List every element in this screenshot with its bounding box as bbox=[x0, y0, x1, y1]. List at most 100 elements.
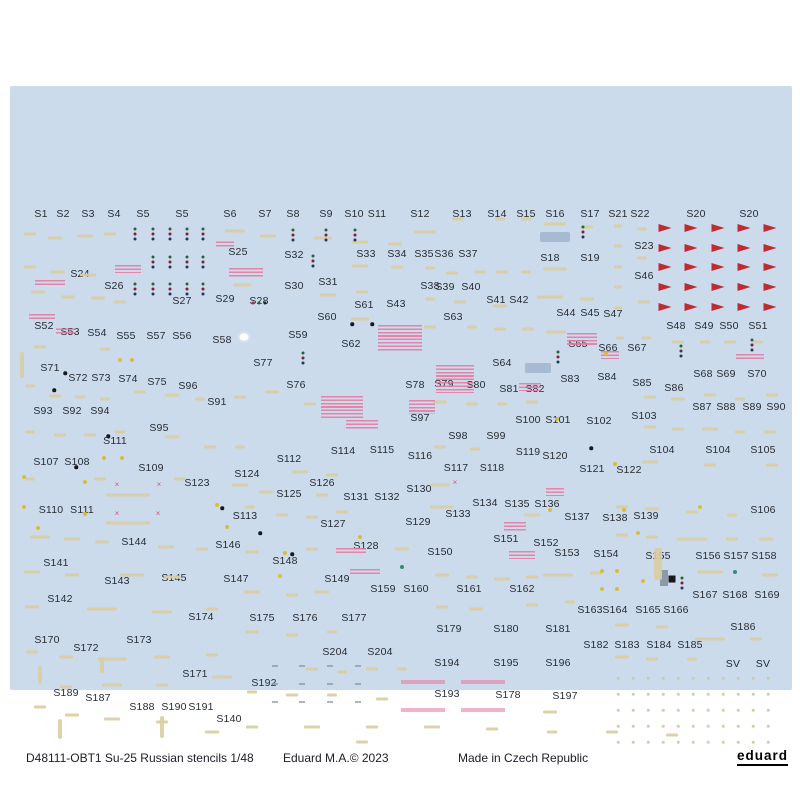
stencil-label: S91 bbox=[207, 396, 227, 408]
stencil-label: S174 bbox=[188, 611, 214, 623]
tan-stencil-mark bbox=[65, 713, 79, 717]
stencil-label: S104 bbox=[649, 444, 675, 456]
tan-stencil-mark bbox=[615, 623, 629, 627]
tan-stencil-mark bbox=[687, 657, 697, 661]
stencil-label: S7 bbox=[258, 208, 272, 220]
tan-stencil-mark bbox=[759, 537, 773, 541]
stencil-label: S62 bbox=[341, 338, 361, 350]
stencil-label: S46 bbox=[634, 270, 654, 282]
yellow-dot-decal bbox=[225, 525, 229, 529]
stencil-label: S23 bbox=[634, 240, 654, 252]
micro-dot-decal bbox=[661, 692, 665, 696]
red-arrow-decal bbox=[684, 283, 698, 292]
tan-stencil-mark bbox=[493, 304, 507, 308]
micro-dot-decal bbox=[766, 676, 770, 680]
tan-stencil-mark bbox=[521, 270, 531, 274]
stencil-label: S129 bbox=[405, 516, 431, 528]
stencil-label: S149 bbox=[324, 573, 350, 585]
stencil-label: S184 bbox=[646, 639, 672, 651]
micro-dot-decal bbox=[706, 692, 710, 696]
stencil-label: S56 bbox=[172, 330, 192, 342]
micro-dot-decal bbox=[646, 676, 650, 680]
tan-stencil-mark bbox=[165, 435, 179, 439]
stencil-label: S89 bbox=[742, 401, 762, 413]
stencil-label: S192 bbox=[251, 677, 277, 689]
tan-stencil-mark bbox=[206, 653, 218, 657]
micro-dot-decal bbox=[646, 708, 650, 712]
yellow-dot-decal bbox=[102, 456, 106, 460]
tan-stencil-mark bbox=[87, 607, 117, 611]
red-arrow-decal bbox=[658, 283, 672, 292]
micro-dot-decal bbox=[661, 724, 665, 728]
tan-stencil-mark bbox=[259, 490, 273, 494]
stencil-label: S6 bbox=[223, 208, 237, 220]
pink-stencil-line bbox=[401, 708, 445, 712]
stencil-label: S171 bbox=[182, 668, 208, 680]
yellow-dot-decal bbox=[130, 358, 134, 362]
tan-stencil-mark bbox=[34, 345, 46, 349]
stencil-label: S45 bbox=[580, 307, 600, 319]
gray-dash-mark bbox=[272, 665, 278, 667]
micro-dot-decal bbox=[766, 724, 770, 728]
dot-column-decal bbox=[201, 282, 205, 296]
tan-stencil-mark bbox=[232, 483, 248, 487]
tan-stencil-mark bbox=[212, 675, 232, 679]
stencil-label: S17 bbox=[580, 208, 600, 220]
stencil-label: S151 bbox=[493, 533, 519, 545]
yellow-dot-decal bbox=[613, 462, 617, 466]
stencil-label: S27 bbox=[172, 295, 192, 307]
tan-stencil-mark bbox=[195, 397, 205, 401]
red-arrow-decal bbox=[737, 302, 751, 311]
stencil-label: S177 bbox=[341, 612, 367, 624]
tan-stencil-mark bbox=[646, 535, 658, 539]
stencil-label: S35 bbox=[414, 248, 434, 260]
stencil-label: S54 bbox=[87, 327, 107, 339]
micro-dot-decal bbox=[766, 692, 770, 696]
gray-dash-mark bbox=[355, 665, 361, 667]
red-arrow-decal bbox=[711, 263, 725, 272]
tan-stencil-mark bbox=[547, 730, 557, 734]
stencil-label: S69 bbox=[716, 368, 736, 380]
tan-stencil-mark bbox=[495, 217, 505, 221]
stencil-label: S37 bbox=[458, 248, 478, 260]
tan-stencil-mark bbox=[614, 306, 622, 310]
stencil-label: S173 bbox=[126, 634, 152, 646]
tan-stencil-mark bbox=[646, 657, 658, 661]
tan-stencil-mark bbox=[727, 513, 737, 517]
stencil-label: S187 bbox=[85, 692, 111, 704]
tan-stencil-mark bbox=[156, 683, 168, 687]
dot-column-decal bbox=[185, 282, 189, 296]
micro-dot-decal bbox=[676, 724, 680, 728]
stencil-label: S44 bbox=[556, 307, 576, 319]
pink-stencil-text-block bbox=[519, 383, 541, 391]
pink-stencil-text-block bbox=[346, 420, 378, 430]
black-dot-decal bbox=[370, 322, 374, 326]
stencil-label: S146 bbox=[215, 539, 241, 551]
tan-stencil-mark bbox=[60, 685, 72, 689]
tan-stencil-mark bbox=[34, 705, 46, 709]
stencil-label: S8 bbox=[286, 208, 300, 220]
tan-stencil-mark bbox=[580, 297, 594, 301]
micro-dot-decal bbox=[631, 692, 635, 696]
stencil-label: S140 bbox=[216, 713, 242, 725]
stencil-label: S180 bbox=[493, 623, 519, 635]
micro-dot-decal bbox=[661, 708, 665, 712]
yellow-dot-decal bbox=[615, 569, 619, 573]
tan-stencil-mark bbox=[304, 725, 320, 729]
tan-stencil-mark bbox=[336, 510, 348, 514]
tan-stencil-mark bbox=[114, 300, 126, 304]
micro-dot-decal bbox=[646, 692, 650, 696]
tan-stencil-mark bbox=[686, 510, 698, 514]
tan-stencil-mark bbox=[337, 670, 347, 674]
micro-dot-decal bbox=[751, 740, 755, 744]
red-arrow-decal bbox=[658, 224, 672, 232]
tan-stencil-mark bbox=[352, 240, 368, 244]
stencil-label: S41 bbox=[486, 294, 506, 306]
stencil-label: S204 bbox=[322, 646, 348, 658]
stencil-label: S2 bbox=[56, 208, 70, 220]
tan-stencil-mark bbox=[521, 217, 531, 221]
stencil-label: S86 bbox=[664, 382, 684, 394]
tan-stencil-mark bbox=[496, 270, 508, 274]
black-dot-decal bbox=[589, 446, 593, 450]
stencil-label: S3 bbox=[81, 208, 95, 220]
